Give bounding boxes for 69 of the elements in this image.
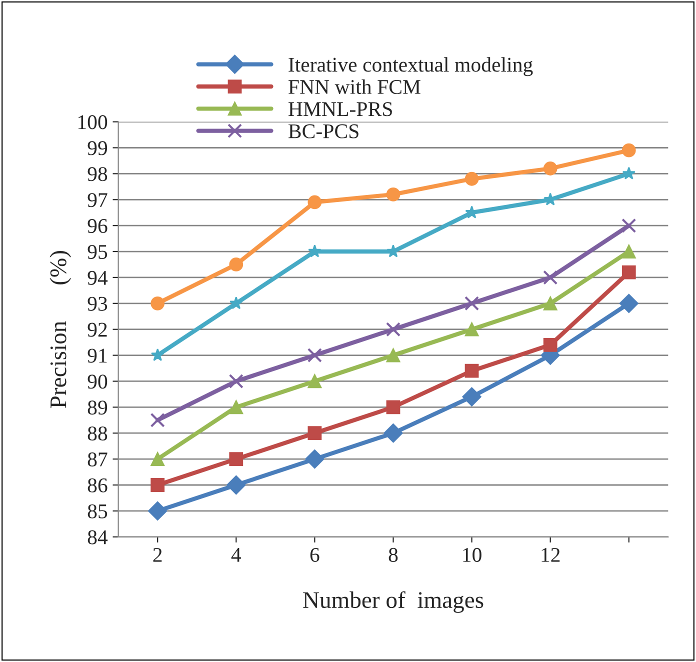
point: [464, 322, 479, 336]
point: [464, 172, 479, 186]
x-tick-label: 2: [153, 548, 162, 562]
point: [384, 424, 403, 443]
x-tick-label: 4: [231, 548, 242, 562]
point: [622, 166, 636, 180]
y-tick-label: 90: [88, 374, 108, 389]
y-tick-label: 89: [88, 400, 108, 415]
point: [150, 452, 165, 466]
point: [229, 258, 244, 272]
legend-label: BC-PCS: [288, 124, 358, 138]
point: [150, 296, 165, 310]
y-tick-label: 86: [88, 478, 108, 492]
x-tick-label: 12: [542, 548, 560, 562]
point: [229, 400, 244, 414]
y-tick-label: 98: [88, 167, 108, 182]
point: [229, 452, 244, 466]
point: [308, 244, 322, 258]
point: [543, 270, 558, 285]
x-tick-label: 6: [310, 548, 320, 562]
point: [148, 501, 168, 520]
point: [465, 206, 478, 218]
y-tick-label: 93: [88, 296, 108, 311]
point: [386, 188, 400, 202]
x-tick-label: 10: [463, 548, 482, 562]
point: [308, 374, 322, 388]
y-tick-label: 88: [88, 426, 108, 441]
point: [543, 296, 558, 310]
point: [622, 265, 636, 280]
point: [228, 374, 244, 389]
y-tick-label: 92: [88, 322, 107, 337]
y-tick-label: 95: [88, 244, 108, 259]
x-tick-label: 8: [388, 548, 398, 562]
point: [386, 400, 400, 414]
y-tick-label: 87: [88, 452, 108, 466]
y-tick-label: 97: [88, 193, 108, 208]
point: [308, 195, 322, 210]
point: [622, 244, 636, 258]
point: [150, 348, 164, 362]
point: [464, 296, 480, 311]
point: [462, 387, 482, 406]
point: [307, 348, 322, 363]
y-tick-label: 85: [88, 504, 108, 518]
point: [308, 426, 322, 440]
legend-label: Iterative contextual modeling: [288, 57, 533, 76]
point: [150, 478, 165, 492]
y-tick-label: 96: [88, 219, 108, 234]
point: [230, 296, 243, 310]
x-axis-title: Number of images: [303, 591, 484, 613]
legend-label: HMNL-PRS: [288, 102, 392, 116]
point: [543, 162, 558, 176]
point: [226, 475, 246, 495]
point: [544, 192, 557, 206]
y-tick-label: 99: [88, 141, 108, 156]
point: [619, 294, 638, 313]
point: [305, 450, 324, 469]
point: [543, 338, 558, 352]
point: [386, 348, 400, 362]
y-tick-label: 94: [88, 270, 108, 285]
point: [386, 322, 401, 337]
point: [150, 412, 165, 428]
point: [464, 364, 479, 378]
legend-label: FNN with FCM: [288, 79, 420, 94]
y-axis-title: Precision (%): [50, 251, 72, 408]
y-tick-label: 84: [88, 530, 108, 544]
y-tick-label: 100: [78, 115, 108, 130]
point: [622, 143, 636, 158]
point: [622, 218, 636, 233]
y-tick-label: 91: [88, 348, 107, 363]
